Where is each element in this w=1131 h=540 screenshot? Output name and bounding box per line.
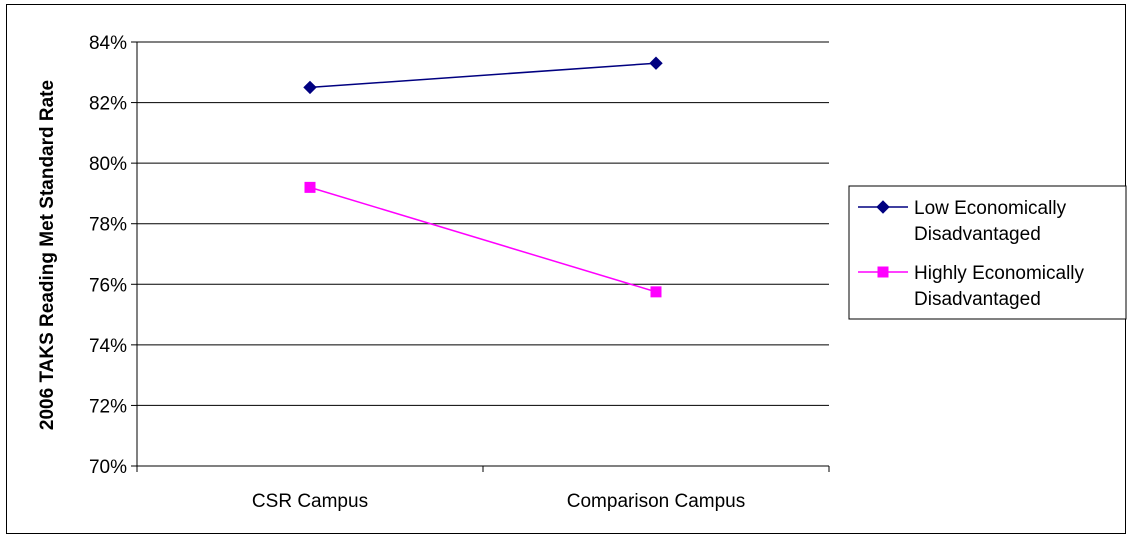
series-layer bbox=[303, 56, 663, 298]
y-tick-label: 80% bbox=[89, 154, 127, 175]
data-point bbox=[304, 181, 316, 193]
legend-label: Low Economically bbox=[914, 198, 1067, 219]
x-tick-label: CSR Campus bbox=[252, 491, 368, 512]
y-tick-label: 72% bbox=[89, 396, 127, 417]
legend-label: Disadvantaged bbox=[914, 289, 1041, 310]
y-axis-title: 2006 TAKS Reading Met Standard Rate bbox=[37, 80, 58, 430]
y-tick-label: 82% bbox=[89, 94, 127, 115]
y-tick-label: 78% bbox=[89, 215, 127, 236]
series-2 bbox=[304, 181, 662, 298]
y-tick-label: 70% bbox=[89, 457, 127, 478]
series-line bbox=[309, 186, 657, 293]
axes: 70% 72% 74% 76% 78% 80% 82% 84% CSR Campus Compar… bbox=[89, 33, 830, 512]
data-point bbox=[649, 56, 663, 70]
legend-label: Highly Economically bbox=[914, 263, 1085, 284]
data-point bbox=[303, 80, 317, 95]
x-tick-label: Comparison Campus bbox=[567, 491, 745, 512]
series-line bbox=[309, 62, 657, 89]
legend-item-1: Low Economically Disadvantaged bbox=[858, 198, 1067, 245]
legend-box bbox=[848, 185, 1127, 320]
series-1 bbox=[303, 56, 663, 95]
y-tick-label: 84% bbox=[89, 33, 127, 54]
legend-marker bbox=[877, 266, 889, 278]
legend-item-2: Highly Economically Disadvantaged bbox=[858, 263, 1085, 310]
y-tick-label: 76% bbox=[89, 275, 127, 296]
data-point bbox=[650, 286, 662, 298]
gridlines bbox=[137, 41, 829, 406]
y-tick-label: 74% bbox=[89, 336, 127, 357]
legend-marker bbox=[876, 200, 890, 214]
legend-label: Disadvantaged bbox=[914, 224, 1041, 245]
